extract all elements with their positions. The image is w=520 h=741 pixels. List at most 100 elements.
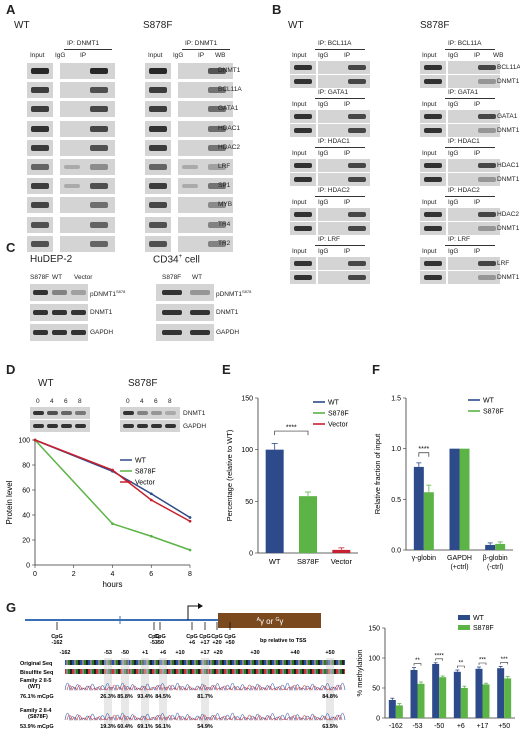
panel-b-blot-band bbox=[424, 114, 442, 119]
panel-e-legend-label: Vector bbox=[328, 422, 349, 429]
panel-b-wt-ip-label: IP: LRF bbox=[318, 236, 341, 243]
panel-b-blot-strip bbox=[318, 222, 370, 235]
panel-g-cpg-label: CpG bbox=[51, 634, 63, 640]
panel-f-legend-label: S878F bbox=[483, 409, 504, 416]
panel-d-data-point bbox=[149, 534, 153, 538]
panel-d-blot-band bbox=[33, 411, 44, 415]
panel-a-blot-band bbox=[90, 202, 108, 209]
panel-b-row-label: DNMT1 bbox=[497, 127, 520, 134]
panel-c-row-label: GAPDH bbox=[90, 329, 114, 336]
panel-g-family-name: Family 2 II-4 bbox=[20, 708, 52, 714]
panel-d-y-tick-label: 40 bbox=[22, 513, 30, 520]
panel-g-cpg-highlight bbox=[121, 658, 129, 728]
panel-b-row-label: DNMT1 bbox=[497, 274, 520, 281]
panel-c-blot-band bbox=[71, 310, 86, 315]
panel-b-blot-strip bbox=[318, 159, 370, 172]
panel-g-cpg-label: CpG bbox=[199, 634, 211, 640]
panel-g-family-pct: 54.9% bbox=[197, 724, 213, 730]
panel-a-blot-band bbox=[208, 221, 226, 228]
panel-a-mut-lane-label: Input bbox=[148, 52, 163, 59]
panel-d-legend-label: S878F bbox=[135, 469, 156, 476]
panel-a-blot-band bbox=[208, 87, 226, 94]
panel-b-blot-band bbox=[424, 261, 442, 266]
panel-a-blot-band bbox=[90, 106, 108, 113]
panel-b-blot-band bbox=[348, 65, 366, 70]
panel-a-wt-lane-label: Input bbox=[30, 52, 45, 59]
panel-a-wt-blot-strip bbox=[60, 101, 115, 118]
panel-b-lane-label: Input bbox=[292, 150, 307, 157]
panel-a-wt-lane-label: IgG bbox=[55, 52, 66, 59]
panel-d-row-label: GAPDH bbox=[183, 423, 207, 430]
panel-d-time-label-mut: 8 bbox=[168, 398, 172, 405]
panel-d-row-label: DNMT1 bbox=[183, 410, 206, 417]
panel-a-blot-band bbox=[31, 125, 49, 132]
panel-b-blot-band bbox=[294, 114, 312, 119]
panel-b-blot-band bbox=[424, 163, 442, 168]
panel-a-blot-band bbox=[90, 164, 108, 170]
panel-d-blot-band bbox=[61, 424, 72, 428]
panel-e-significance-bracket bbox=[274, 430, 309, 436]
panel-c-left-lane-label: Vector bbox=[74, 274, 93, 281]
panel-d-series-line bbox=[34, 439, 191, 519]
panel-c-left-title: HuDEP-2 bbox=[30, 254, 73, 265]
panel-a-blot-band bbox=[31, 106, 49, 113]
panel-g-significance-bracket bbox=[500, 662, 508, 665]
panel-a-blot-band bbox=[149, 202, 167, 209]
panel-g-bar bbox=[432, 664, 440, 718]
panel-a-wt-blot-strip bbox=[60, 120, 115, 137]
panel-b-blot-strip bbox=[318, 110, 370, 123]
panel-g-bar bbox=[482, 684, 490, 718]
panel-g-cpg-number: +20 bbox=[212, 640, 221, 646]
panel-d-blot-band bbox=[47, 424, 58, 428]
panel-g-family-pct: 19.3% bbox=[100, 724, 116, 730]
panel-f-x-tick-sublabel: (-ctrl) bbox=[487, 564, 503, 571]
panel-d-data-point bbox=[149, 498, 153, 502]
panel-b-blot-band bbox=[348, 79, 366, 84]
panel-a-mut-blot-strip bbox=[178, 82, 233, 99]
panel-b-blot-band bbox=[348, 114, 366, 119]
panel-a-blot-band bbox=[64, 184, 80, 189]
panel-a-mut-blot-strip bbox=[178, 101, 233, 118]
panel-a-wt-blot-strip bbox=[60, 216, 115, 233]
panel-b-blot-band bbox=[294, 163, 312, 168]
panel-b-blot-band bbox=[294, 261, 312, 266]
panel-g-family-mcpg: 53.9% mCpG bbox=[20, 724, 54, 730]
panel-b-wt-ip-label: IP: BCL11A bbox=[318, 40, 352, 47]
panel-a-blot-band bbox=[31, 221, 49, 228]
panel-g-family-name: Family 2 II-5 bbox=[20, 678, 52, 684]
panel-b-lane-label: IgG bbox=[318, 199, 329, 206]
panel-g-family-pct: 63.5% bbox=[322, 724, 338, 730]
panel-b-blot-band bbox=[424, 275, 442, 280]
panel-a-blot-band bbox=[182, 184, 198, 189]
panel-g-family-pct: 84.8% bbox=[322, 694, 338, 700]
panel-b-blot-band bbox=[348, 275, 366, 280]
panel-g-bar bbox=[475, 668, 483, 718]
panel-d-letter: D bbox=[6, 362, 16, 377]
panel-b-blot-band bbox=[294, 226, 312, 231]
panel-e-bar bbox=[299, 496, 317, 553]
panel-g-seq-strip bbox=[65, 669, 345, 674]
panel-a-blot-band bbox=[149, 106, 167, 113]
panel-e-bar bbox=[265, 449, 284, 553]
panel-c-blot-band bbox=[33, 310, 48, 315]
panel-a-mut-blot-strip bbox=[178, 178, 233, 195]
panel-a-wt-blot-strip bbox=[60, 235, 115, 252]
panel-g-significance-label: ** bbox=[458, 661, 463, 667]
panel-a-blot-band bbox=[149, 164, 167, 170]
panel-e-bar-chart: 0 50 100 150 Percentage (relative to WT) WT S8… bbox=[225, 396, 358, 566]
panel-d-series-line bbox=[34, 439, 191, 522]
panel-b-lane-label: IgG bbox=[448, 248, 459, 255]
panel-d-wt-title: WT bbox=[38, 378, 54, 389]
panel-g-trace-red bbox=[66, 714, 343, 721]
panel-g-seq-row-label: Bisulfite Seq bbox=[20, 670, 53, 676]
panel-a-mut-title: S878F bbox=[143, 20, 173, 31]
panel-d-x-tick-label: 8 bbox=[188, 571, 192, 578]
panel-g-bar bbox=[388, 700, 396, 718]
panel-f-significance-bracket bbox=[418, 452, 430, 457]
panel-a-blot-band bbox=[208, 202, 226, 209]
panel-d-blot-band bbox=[75, 424, 86, 428]
panel-g-family-mcpg: 76.1% mCpG bbox=[20, 694, 54, 700]
panel-g-cpg-label: CpG bbox=[154, 634, 166, 640]
panel-b-row-label: GATA1 bbox=[497, 113, 518, 120]
panel-g-trace-red bbox=[66, 684, 343, 691]
